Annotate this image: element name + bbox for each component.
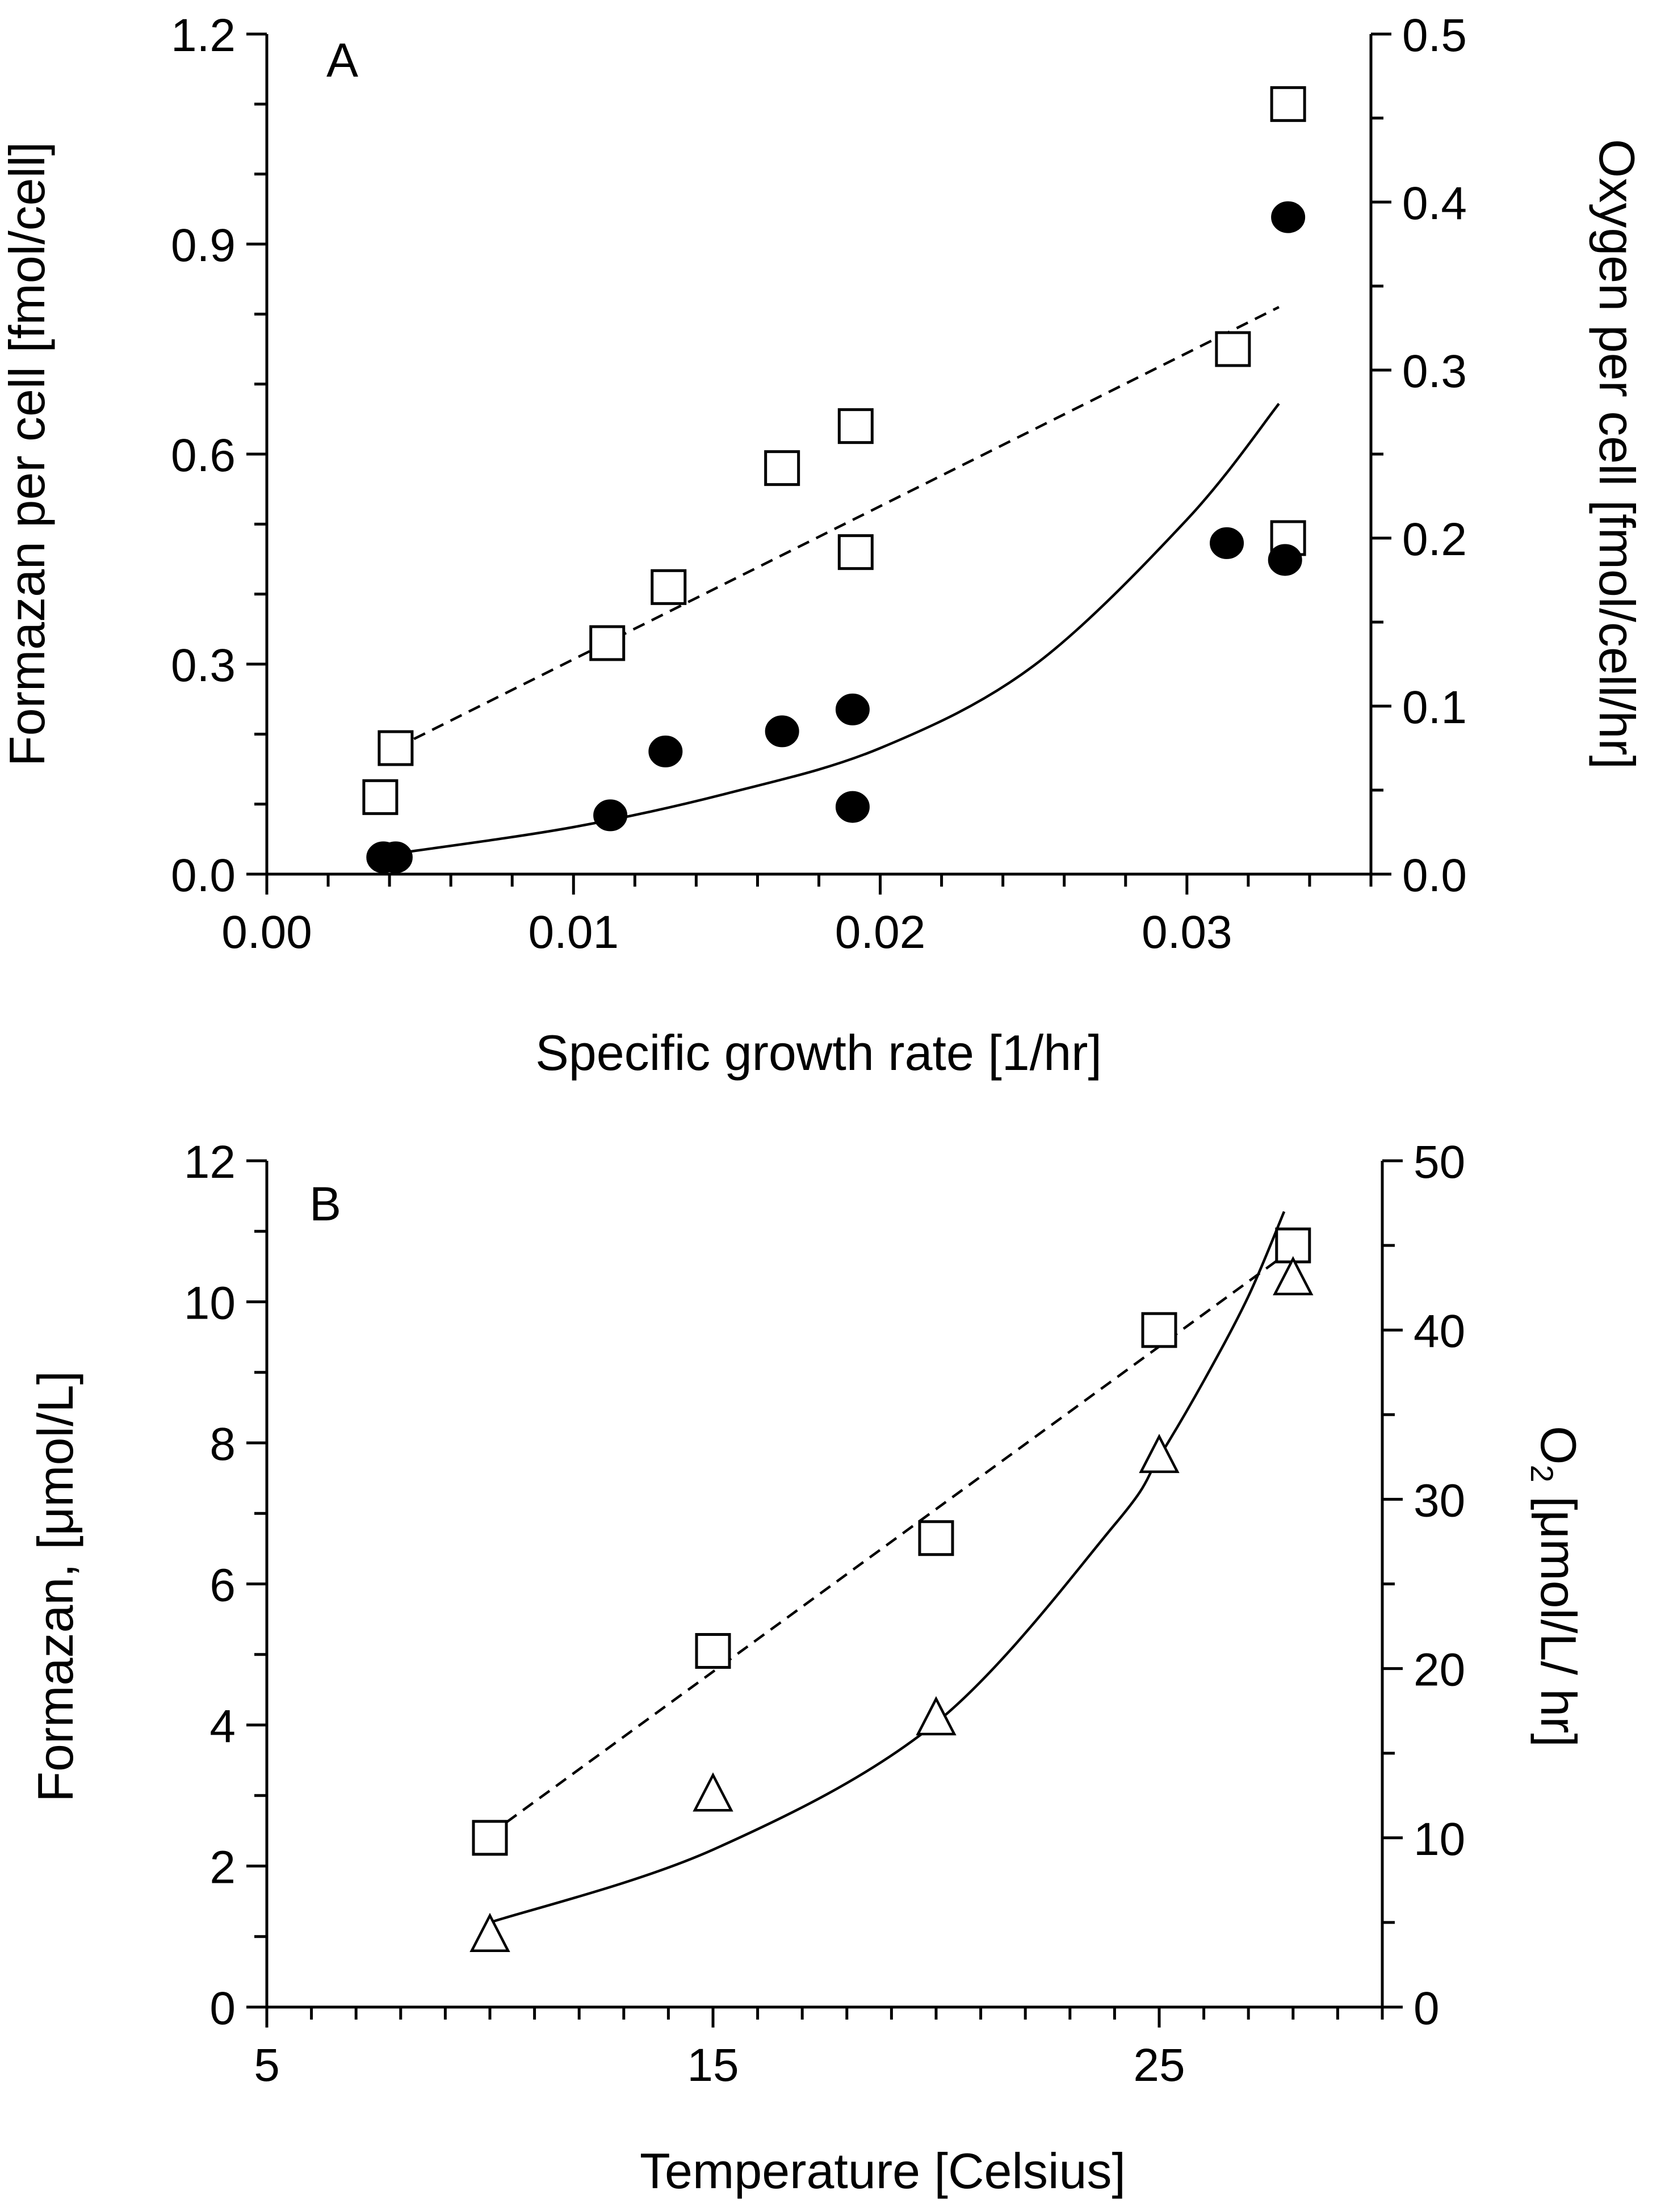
right-y-tick-label: 0.2 [1402, 514, 1467, 565]
panel-a-left-y-axis-title: Formazan per cell [fmol/cell] [0, 142, 55, 766]
right-y-tick-label: 0.0 [1402, 850, 1467, 901]
square-marker [695, 1633, 731, 1669]
square-marker [837, 534, 874, 570]
panel-b-right-y-axis-title: O2 [μmol/L/ hr] [1524, 1426, 1587, 1747]
circle-marker [835, 791, 870, 823]
panel-b-label: B [309, 1177, 341, 1231]
x-tick-label: 0.00 [221, 906, 312, 958]
panel-a-x-axis-title: Specific growth rate [1/hr] [535, 1025, 1102, 1081]
x-tick-label: 5 [254, 2039, 280, 2091]
panel-a-label: A [326, 33, 358, 87]
square-marker [589, 625, 626, 661]
o2-main: O [1530, 1426, 1587, 1464]
circle-marker [378, 841, 413, 874]
panel-a-tick-labels: 0.00 0.01 0.02 0.03 0.0 0.3 0.6 0.9 1.2 0.0 0.1 0.2… [171, 10, 1467, 958]
x-tick-label: 0.02 [835, 906, 926, 958]
left-y-tick-label: 1.2 [171, 10, 236, 61]
square-marker [362, 779, 399, 815]
panel-a-data-points [362, 86, 1306, 874]
x-tick-label: 0.01 [528, 906, 619, 958]
left-y-tick-label: 0.9 [171, 220, 236, 271]
panel-a-right-y-axis-title: Oxygen per cell [fmol/cell/hr] [1589, 139, 1645, 769]
square-marker [1141, 1312, 1177, 1348]
square-marker [1215, 331, 1251, 367]
right-y-tick-label: 10 [1414, 1814, 1465, 1865]
panel-b-ticks [246, 1159, 1403, 2028]
circle-marker [835, 693, 870, 725]
left-y-tick-label: 0.3 [171, 640, 236, 691]
triangle-marker [916, 1696, 957, 1736]
left-y-tick-label: 4 [209, 1701, 236, 1752]
panel-b-left-y-axis-title: Formazan, [μmol/L] [27, 1371, 83, 1802]
triangle-marker [469, 1912, 510, 1953]
square-marker [764, 450, 800, 486]
right-y-tick-label: 0.4 [1402, 178, 1467, 229]
right-y-tick-label: 0.3 [1402, 346, 1467, 397]
left-y-tick-label: 10 [184, 1278, 236, 1329]
triangle-marker [693, 1772, 733, 1812]
square-marker [837, 408, 874, 444]
square-marker [651, 569, 687, 605]
circle-marker [1268, 544, 1302, 576]
circle-marker [593, 799, 628, 832]
left-y-tick-label: 0.6 [171, 430, 236, 481]
right-y-tick-label: 30 [1414, 1475, 1465, 1526]
triangle-marker [1273, 1256, 1314, 1295]
x-tick-label: 0.03 [1142, 906, 1232, 958]
square-marker [1270, 86, 1306, 122]
square-marker [378, 730, 414, 766]
triangle-marker [1139, 1433, 1180, 1474]
dashed-fit-line [395, 305, 1280, 750]
right-y-tick-label: 0.5 [1402, 10, 1467, 61]
left-y-tick-label: 0 [209, 1983, 236, 2034]
square-marker [918, 1520, 954, 1556]
panel-b: 5 15 25 0 2 4 6 8 10 12 0 10 20 30 40 50 B Temperature … [27, 1136, 1587, 2199]
right-y-tick-label: 50 [1414, 1136, 1465, 1188]
left-y-tick-label: 6 [209, 1560, 236, 1611]
panel-b-tick-labels: 5 15 25 0 2 4 6 8 10 12 0 10 20 30 40 50 [184, 1136, 1465, 2091]
panel-a: 0.00 0.01 0.02 0.03 0.0 0.3 0.6 0.9 1.2 0.0 0.1 0.2… [0, 10, 1645, 1081]
panel-a-fit-lines [395, 305, 1280, 854]
solid-fit-line [489, 1211, 1286, 1924]
panel-a-ticks [246, 32, 1391, 895]
right-y-tick-label: 20 [1414, 1644, 1465, 1696]
panel-b-x-axis-title: Temperature [Celsius] [640, 2143, 1126, 2199]
right-y-tick-label: 0.1 [1402, 682, 1467, 733]
o2-subscript: 2 [1524, 1464, 1560, 1482]
left-y-tick-label: 12 [184, 1136, 236, 1188]
panel-b-data-points [469, 1227, 1314, 1953]
solid-fit-line [404, 402, 1280, 854]
left-y-tick-label: 0.0 [171, 850, 236, 901]
left-y-tick-label: 2 [209, 1842, 236, 1894]
circle-marker [1210, 527, 1244, 559]
left-y-tick-label: 8 [209, 1418, 236, 1470]
o2-units: [μmol/L/ hr] [1530, 1483, 1587, 1747]
right-y-tick-label: 0 [1414, 1983, 1440, 2034]
x-tick-label: 25 [1133, 2039, 1185, 2091]
x-tick-label: 15 [687, 2039, 739, 2091]
circle-marker [648, 735, 683, 767]
right-y-tick-label: 40 [1414, 1306, 1465, 1357]
circle-marker [1271, 201, 1306, 233]
circle-marker [765, 715, 799, 748]
square-marker [472, 1820, 508, 1856]
